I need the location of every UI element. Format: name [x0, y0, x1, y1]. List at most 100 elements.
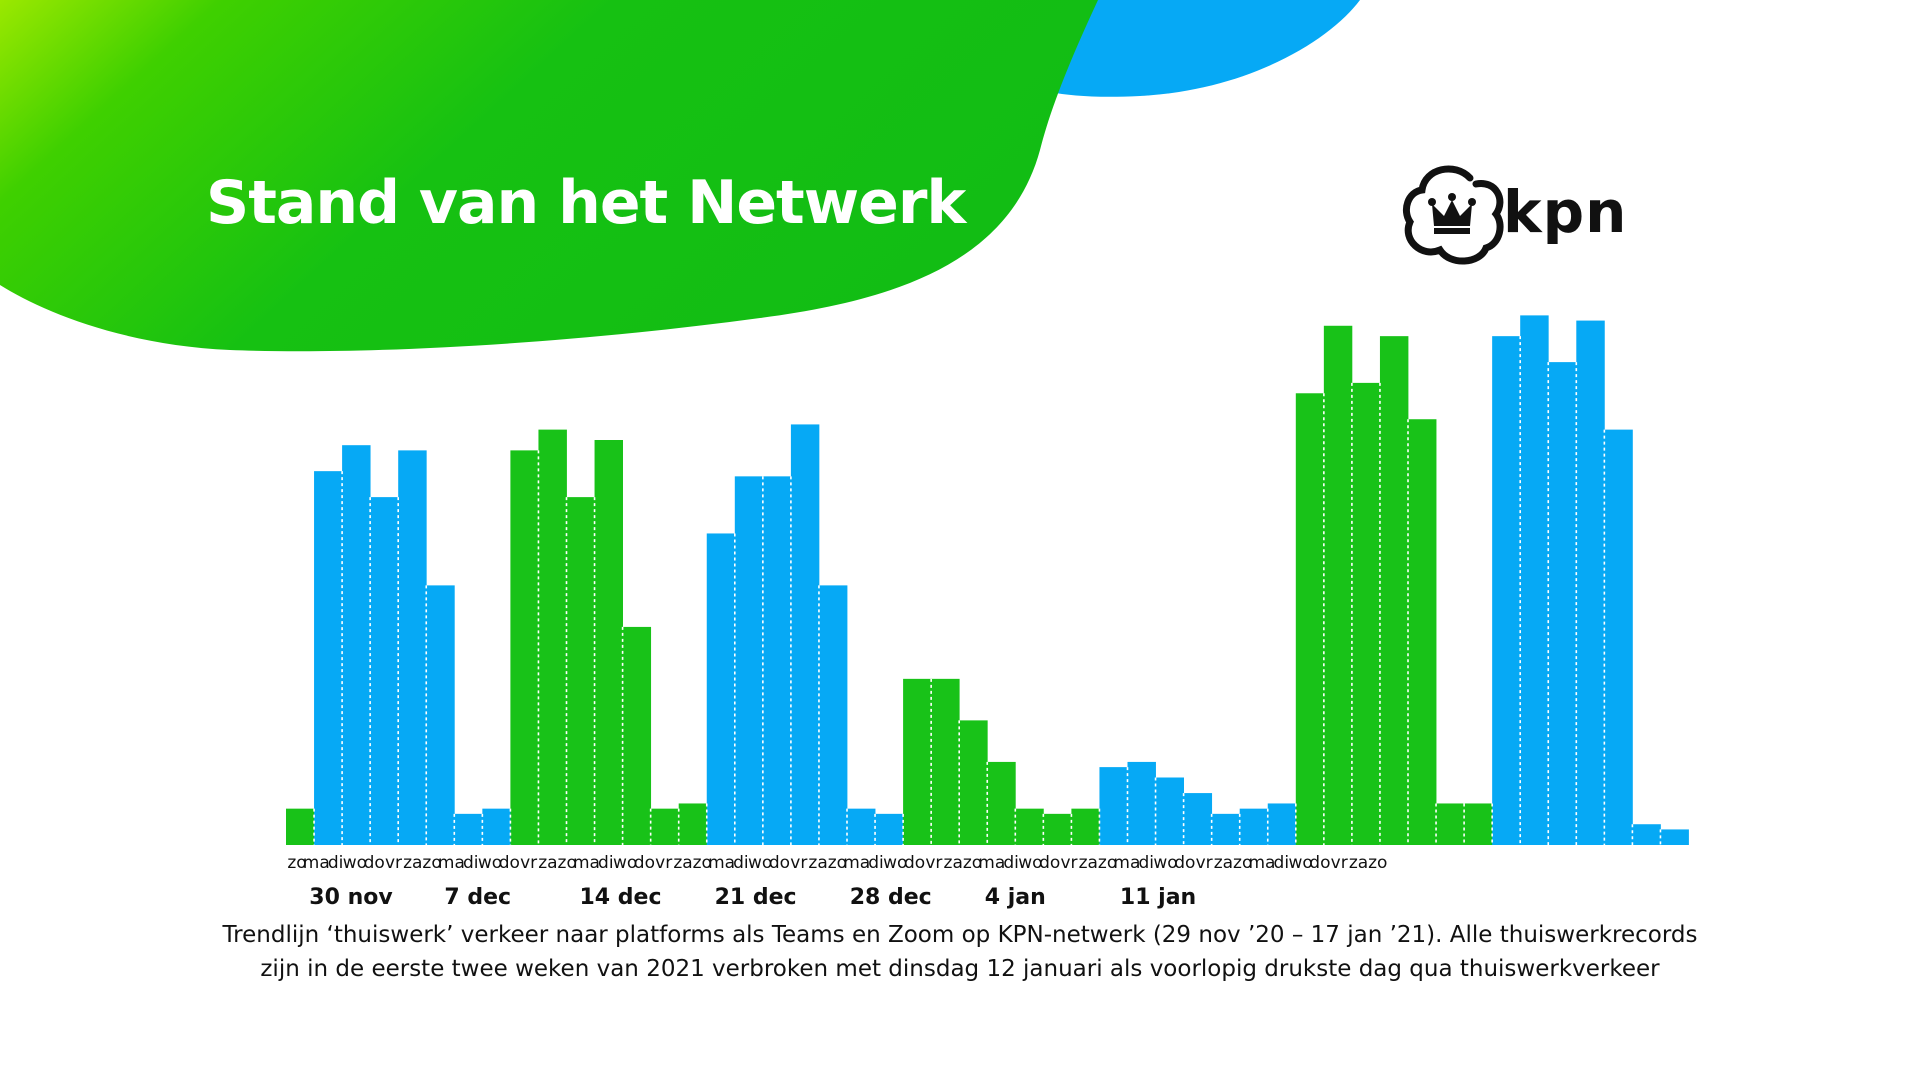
bar-26	[1015, 808, 1044, 845]
day-label-30: di	[868, 853, 884, 873]
bar-9	[538, 429, 567, 845]
bar-40	[1408, 419, 1437, 845]
bar-43	[1492, 336, 1521, 845]
week-label-4: 28 dec	[850, 885, 932, 910]
day-label-6: za	[403, 853, 422, 873]
bar-7	[482, 808, 511, 845]
bar-14	[678, 803, 708, 845]
bar-0	[286, 808, 315, 845]
day-label-25: do	[769, 853, 790, 873]
day-label-11: do	[499, 853, 520, 873]
bar-47	[1604, 429, 1633, 845]
day-label-16: di	[598, 853, 614, 873]
bar-12	[622, 626, 652, 845]
day-label-34: za	[944, 853, 963, 873]
bar-42	[1464, 803, 1493, 845]
day-label-33: vr	[925, 853, 942, 873]
day-label-4: do	[364, 853, 385, 873]
crown-icon	[1403, 165, 1504, 265]
day-label-39: do	[1039, 853, 1060, 873]
bar-39	[1379, 336, 1409, 845]
bar-separators-group	[313, 336, 1662, 845]
bar-18	[790, 424, 820, 845]
day-label-20: za	[673, 853, 692, 873]
day-label-7: zo	[422, 853, 441, 873]
day-label-45: wo	[1153, 853, 1177, 873]
day-label-28: zo	[828, 853, 847, 873]
bar-36	[1295, 393, 1325, 845]
day-label-1: ma	[303, 853, 330, 873]
day-label-2: di	[328, 853, 344, 873]
day-label-26: vr	[790, 853, 807, 873]
green-blob	[0, 0, 1098, 352]
bar-17	[762, 476, 792, 845]
day-label-41: za	[1079, 853, 1098, 873]
day-label-29: ma	[843, 853, 870, 873]
bar-30	[1127, 761, 1156, 845]
caption-line-1: Trendlijn ‘thuiswerk’ verkeer naar platf…	[222, 922, 1698, 948]
day-label-13: za	[538, 853, 557, 873]
bar-31	[1155, 777, 1184, 845]
bar-21	[875, 813, 904, 845]
day-label-48: za	[1214, 853, 1233, 873]
day-label-47: vr	[1196, 853, 1213, 873]
day-label-55: za	[1349, 853, 1368, 873]
bar-44	[1520, 315, 1549, 845]
bar-27	[1043, 813, 1072, 845]
bar-25	[987, 761, 1016, 845]
bar-34	[1239, 808, 1269, 845]
week-label-5: 4 jan	[985, 885, 1046, 910]
day-label-12: vr	[520, 853, 537, 873]
day-label-53: do	[1309, 853, 1330, 873]
bar-19	[818, 585, 848, 845]
bars-group	[286, 315, 1689, 846]
bar-29	[1099, 767, 1128, 845]
bar-10	[566, 497, 595, 845]
day-label-18: do	[634, 853, 655, 873]
caption-line-2: zijn in de eerste twee weken van 2021 ve…	[260, 956, 1660, 982]
bar-32	[1183, 793, 1213, 845]
day-label-51: di	[1274, 853, 1290, 873]
week-label-6: 11 jan	[1120, 885, 1196, 910]
week-labels-group: 30 nov 7 dec 14 dec 21 dec 28 dec 4 jan 11 jan	[309, 885, 1196, 910]
week-label-1: 7 dec	[444, 885, 511, 910]
week-label-0: 30 nov	[309, 885, 393, 910]
day-label-10: wo	[478, 853, 502, 873]
bar-2	[342, 445, 371, 845]
bar-15	[706, 533, 736, 845]
day-label-44: di	[1138, 853, 1154, 873]
day-label-27: za	[808, 853, 827, 873]
bar-23	[931, 678, 960, 845]
day-label-37: di	[1003, 853, 1019, 873]
day-label-19: vr	[655, 853, 672, 873]
day-label-56: zo	[1368, 853, 1387, 873]
day-label-23: di	[733, 853, 749, 873]
day-label-40: vr	[1060, 853, 1077, 873]
logo-wordmark: kpn	[1503, 178, 1628, 246]
day-label-17: wo	[613, 853, 637, 873]
bar-41	[1436, 803, 1465, 845]
bar-16	[734, 476, 764, 845]
bar-24	[959, 720, 988, 845]
kpn-logo	[1400, 160, 1640, 272]
bar-49	[1660, 829, 1689, 845]
bar-4	[398, 450, 427, 845]
day-label-8: ma	[438, 853, 465, 873]
bar-48	[1632, 824, 1661, 845]
day-label-24: wo	[748, 853, 772, 873]
day-label-14: zo	[558, 853, 577, 873]
day-label-54: vr	[1331, 853, 1348, 873]
bar-3	[370, 497, 399, 845]
bar-46	[1576, 320, 1605, 846]
day-label-43: ma	[1113, 853, 1140, 873]
bar-1	[314, 471, 343, 845]
bar-45	[1548, 362, 1577, 845]
day-label-15: ma	[573, 853, 600, 873]
bar-6	[454, 813, 483, 845]
day-label-3: wo	[343, 853, 367, 873]
day-label-31: wo	[883, 853, 907, 873]
bar-38	[1351, 382, 1381, 845]
